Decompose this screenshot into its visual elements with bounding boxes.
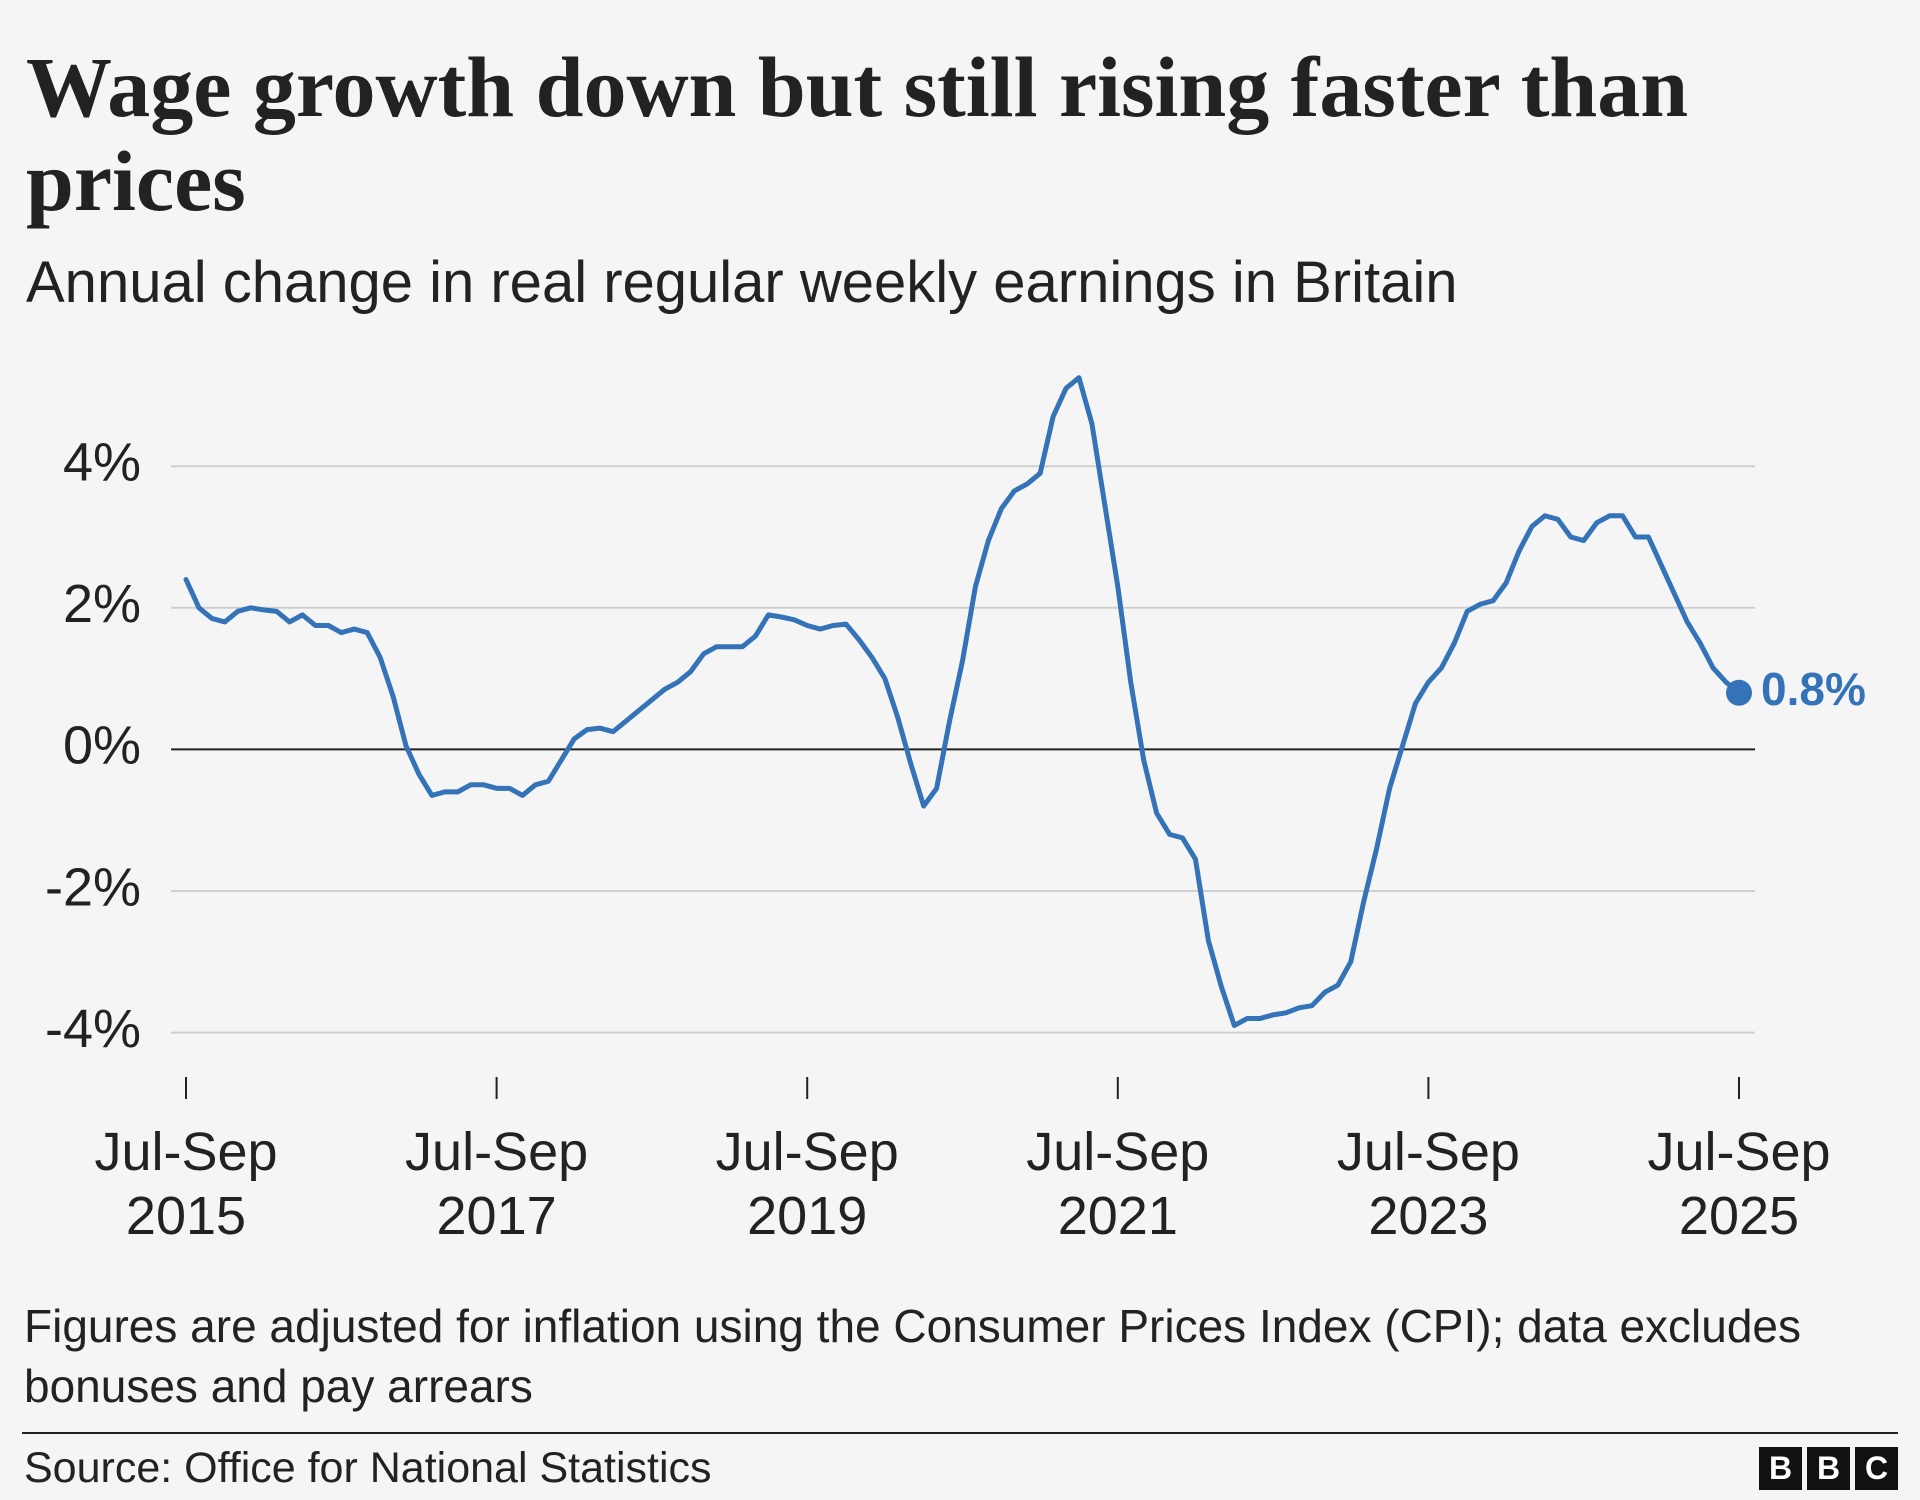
logo-letter: C [1855, 1447, 1898, 1490]
end-point [1726, 679, 1752, 706]
y-tick-label: -2% [45, 857, 141, 917]
y-tick-label: 4% [63, 432, 141, 492]
chart: -4% -2% 0% 2% 4% Jul-Sep 2015 Jul-Sep 2017 Jul-Se… [45, 375, 1866, 1246]
value-label: 0.8% [1761, 663, 1866, 715]
logo: B B C [1759, 1447, 1898, 1490]
divider [22, 1432, 1898, 1434]
logo-letter: B [1759, 1447, 1802, 1490]
note: Figures are adjusted for inflation using… [24, 1300, 1801, 1412]
x-tick-label: Jul-Sep 2021 [1026, 1122, 1209, 1246]
x-tick-label: Jul-Sep 2023 [1337, 1122, 1520, 1246]
x-tick-label: Jul-Sep 2017 [405, 1122, 588, 1246]
y-tick-label: -4% [45, 999, 141, 1059]
y-tick-label: 2% [63, 574, 141, 634]
x-tick-label: Jul-Sep 2025 [1647, 1122, 1830, 1246]
x-tick-label: Jul-Sep 2015 [94, 1122, 277, 1246]
source: Source: Office for National Statistics [24, 1444, 712, 1492]
y-tick-label: 0% [63, 716, 141, 776]
logo-letter: B [1807, 1447, 1850, 1490]
chart-title: Wage growth down but still rising faster… [26, 39, 1689, 229]
chart-subtitle: Annual change in real regular weekly ear… [26, 250, 1458, 315]
data-line [183, 375, 1742, 1029]
x-tick-label: Jul-Sep 2019 [716, 1122, 899, 1246]
